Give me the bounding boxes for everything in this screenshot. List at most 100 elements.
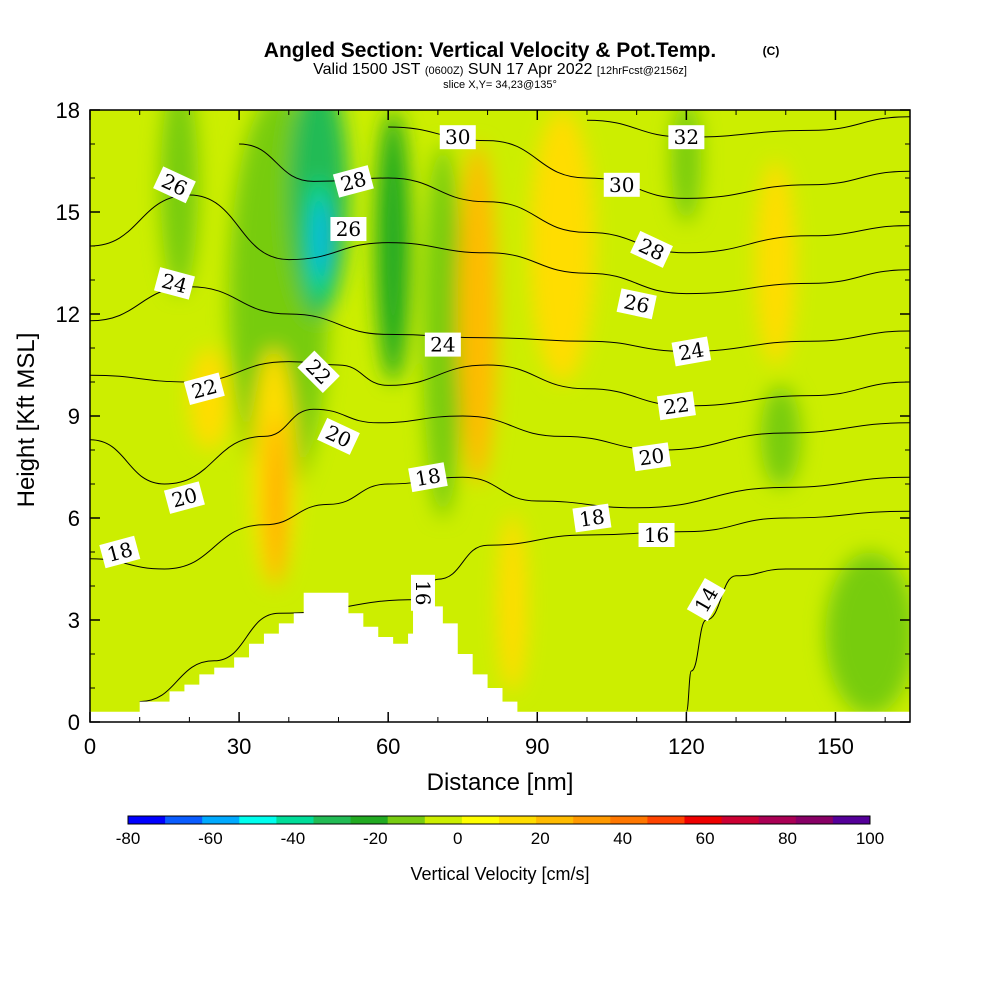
x-tick-label: 30 <box>227 734 251 759</box>
y-tick-label: 12 <box>56 302 80 327</box>
y-axis-label: Height [Kft MSL] <box>13 333 40 508</box>
velocity-cell-3 <box>315 198 328 280</box>
contour-label-text: 26 <box>336 217 361 241</box>
colorbar-segment <box>795 816 834 824</box>
contour-label-box <box>439 125 476 150</box>
subtitle-date: SUN 17 Apr 2022 <box>468 61 593 78</box>
contour-label-8: 26 <box>616 288 657 320</box>
theta-contour-22 <box>90 361 910 407</box>
x-tick-label: 120 <box>668 734 705 759</box>
velocity-cell-6 <box>422 144 463 518</box>
x-tick-label: 60 <box>376 734 400 759</box>
theta-contour-16 <box>139 510 910 703</box>
chart-title: Angled Section: Vertical Velocity & Pot.… <box>264 39 716 62</box>
colorbar-segment <box>387 816 426 824</box>
colorbar-tick-label: -20 <box>363 829 388 848</box>
contour-label-box <box>332 165 374 198</box>
x-tick-label: 150 <box>817 734 854 759</box>
contour-label-box <box>317 417 360 455</box>
velocity-cell-9 <box>825 552 910 716</box>
contour-label-box <box>297 350 340 394</box>
velocity-cell-8 <box>760 385 801 488</box>
x-axis: 0 30 60 90 120 150 <box>84 110 886 759</box>
contour-label-text: 18 <box>578 504 607 531</box>
colorbar-tick-label: 100 <box>856 829 884 848</box>
colorbar-segment <box>832 816 871 824</box>
y-tick-label: 0 <box>68 710 80 735</box>
colorbar-frame <box>127 815 871 825</box>
contour-label-text: 24 <box>677 337 706 365</box>
theta-contour-28 <box>239 143 910 254</box>
potential-temperature-contours <box>90 116 910 713</box>
colorbar-segment <box>276 816 314 824</box>
colorbar-tick-label: 60 <box>696 829 715 848</box>
chart-title-unit: (C) <box>763 44 780 58</box>
subtitle-utc: (0600Z) <box>425 65 464 77</box>
theta-contour-14 <box>685 568 910 713</box>
contour-label-0: 30 <box>439 125 476 150</box>
colorbar-tick-label: 0 <box>453 829 462 848</box>
contour-label-text: 22 <box>662 392 691 419</box>
contour-label-15: 20 <box>632 442 672 472</box>
contour-label-text: 16 <box>644 523 669 547</box>
colorbar-tick-label: -80 <box>116 829 141 848</box>
contour-label-21: 16 <box>410 574 435 611</box>
colorbar-segment <box>610 816 648 824</box>
colorbar: -80 -60 -40 -20 0 20 40 60 80 100 <box>116 815 884 848</box>
contour-label-box <box>330 217 367 241</box>
contour-label-18: 18 <box>572 503 612 533</box>
contour-label-9: 24 <box>424 332 461 357</box>
colorbar-segment <box>573 816 611 824</box>
contour-label-text: 16 <box>411 580 435 605</box>
contour-label-text: 24 <box>430 333 455 357</box>
x-tick-label: 90 <box>525 734 549 759</box>
contour-label-10: 24 <box>671 336 712 367</box>
contour-label-box <box>616 288 657 320</box>
colorbar-segment <box>721 816 760 824</box>
velocity-cell-12 <box>457 144 498 484</box>
theta-contour-24 <box>90 286 910 352</box>
velocity-cell-11 <box>269 416 284 586</box>
y-axis: 0 3 6 9 12 15 18 <box>56 98 910 735</box>
velocity-cell-15 <box>497 514 528 692</box>
contour-label-1: 32 <box>668 125 705 150</box>
colorbar-tick-label: 80 <box>778 829 797 848</box>
contour-label-19: 16 <box>638 523 675 547</box>
colorbar-segment <box>647 816 685 824</box>
x-axis-label: Distance [nm] <box>427 769 574 796</box>
contour-label-13: 22 <box>656 391 696 421</box>
velocity-cell-14 <box>755 161 796 365</box>
contour-label-text: 26 <box>622 289 652 318</box>
contour-label-12: 22 <box>183 372 225 406</box>
colorbar-segment <box>239 816 277 824</box>
contour-label-box <box>638 523 675 547</box>
contour-label-box <box>410 574 435 611</box>
colorbar-segment <box>165 816 203 824</box>
theta-contour-20 <box>90 408 910 485</box>
terrain <box>90 582 910 722</box>
y-tick-label: 15 <box>56 200 80 225</box>
colorbar-segment <box>313 816 352 824</box>
colorbar-tick-label: 40 <box>613 829 632 848</box>
contour-label-text: 20 <box>637 443 666 470</box>
contour-label-box <box>630 230 673 268</box>
colorbar-tick-label: -40 <box>281 829 306 848</box>
contour-label-16: 18 <box>408 462 448 493</box>
slice-info: slice X,Y= 34,23@135° <box>443 79 557 91</box>
contour-label-box <box>668 125 705 150</box>
colorbar-label: Vertical Velocity [cm/s] <box>410 864 589 884</box>
contour-label-text: 18 <box>413 463 442 491</box>
colorbar-segment <box>758 816 797 824</box>
contour-label-3: 30 <box>603 172 640 197</box>
contour-label-box <box>153 267 195 300</box>
contour-label-box <box>632 442 672 472</box>
colorbar-segment <box>128 816 166 824</box>
colorbar-segment <box>424 816 463 824</box>
colorbar-tick-label: 20 <box>531 829 550 848</box>
colorbar-tick-label: -60 <box>198 829 223 848</box>
contour-label-5: 26 <box>330 217 367 241</box>
contour-label-box <box>572 503 612 533</box>
y-tick-label: 9 <box>68 404 80 429</box>
